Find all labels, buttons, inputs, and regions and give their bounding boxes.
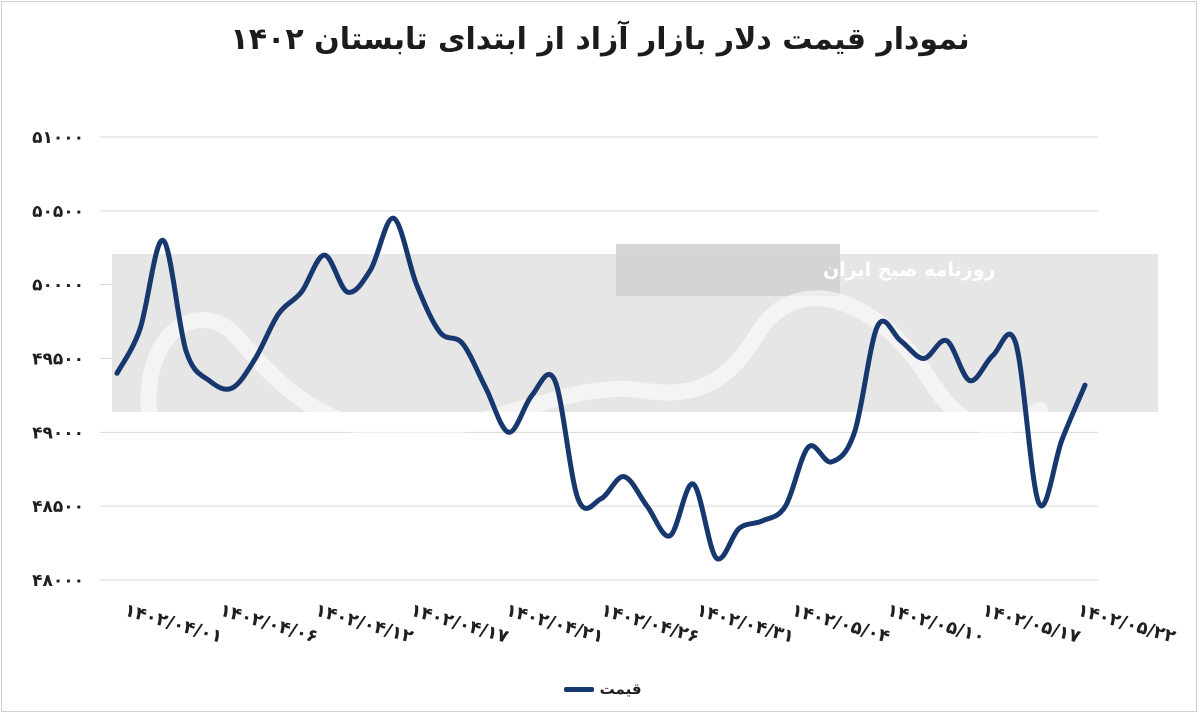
data-point <box>207 378 212 383</box>
watermark-logo <box>140 290 1048 440</box>
data-point <box>115 371 119 376</box>
legend-swatch <box>564 687 595 692</box>
data-point <box>806 445 811 450</box>
data-point <box>1036 501 1041 506</box>
data-point <box>345 290 350 295</box>
data-point <box>414 282 419 287</box>
data-point <box>599 496 603 501</box>
legend-label: قیمت <box>599 680 642 698</box>
data-point <box>437 329 442 334</box>
x-tick-label: ۱۴۰۲/۰۵/۲۲ <box>1075 600 1178 648</box>
x-tick-label: ۱۴۰۲/۰۴/۲۶ <box>599 600 702 648</box>
watermark: روزنامه صبح ایران <box>112 244 1158 440</box>
data-point <box>1059 437 1064 442</box>
data-point <box>668 533 673 538</box>
data-point <box>921 356 926 361</box>
data-point <box>990 353 995 358</box>
y-tick-label: ۴۸۵۰۰ <box>32 497 84 517</box>
data-point <box>276 312 281 317</box>
data-point <box>575 496 580 501</box>
data-point <box>829 459 834 464</box>
data-point <box>230 386 235 391</box>
data-point <box>622 474 627 479</box>
data-point <box>645 504 650 509</box>
data-point <box>691 482 696 487</box>
data-point <box>737 526 742 531</box>
data-point <box>714 555 719 560</box>
chart-title: نمودار قیمت دلار بازار آزاد از ابتدای تا… <box>230 22 970 57</box>
data-point <box>1013 341 1018 346</box>
series-layer <box>114 215 1088 562</box>
data-point <box>944 338 949 343</box>
data-point <box>967 378 972 383</box>
x-tick-label: ۱۴۰۲/۰۴/۲۱ <box>503 600 606 648</box>
y-tick-label: ۴۹۵۰۰ <box>32 350 84 370</box>
data-point <box>875 324 880 329</box>
data-point <box>852 430 857 435</box>
x-tick-label: ۱۴۰۲/۰۵/۱۷ <box>980 600 1083 648</box>
data-point <box>253 356 258 361</box>
data-point <box>391 216 396 221</box>
data-point <box>506 430 511 435</box>
data-point <box>898 338 903 343</box>
y-axis-ticks: ۴۸۰۰۰ ۴۸۵۰۰ ۴۹۰۰۰ ۴۹۵۰۰ ۵۰۰۰۰ ۵۰۵۰۰ ۵۱۰۰۰ <box>32 128 84 591</box>
data-point <box>1083 383 1087 388</box>
data-point <box>529 393 534 398</box>
data-point <box>783 504 788 509</box>
data-point <box>299 290 304 295</box>
data-point <box>483 386 488 391</box>
x-tick-label: ۱۴۰۲/۰۴/۰۱ <box>122 600 225 648</box>
y-tick-label: ۵۱۰۰۰ <box>32 128 84 148</box>
x-tick-label: ۱۴۰۲/۰۴/۳۱ <box>694 600 797 648</box>
data-point <box>138 326 143 331</box>
data-point <box>161 238 166 243</box>
y-tick-label: ۴۹۰۰۰ <box>32 423 84 443</box>
x-tick-label: ۱۴۰۲/۰۵/۰۴ <box>789 600 892 648</box>
data-point <box>552 378 557 383</box>
x-axis-ticks: ۱۴۰۲/۰۴/۰۱۱۴۰۲/۰۴/۰۶۱۴۰۲/۰۴/۱۲۱۴۰۲/۰۴/۱۷… <box>122 600 1178 648</box>
watermark-banner-text: روزنامه صبح ایران <box>823 259 995 281</box>
data-point <box>760 518 765 523</box>
y-tick-label: ۴۸۰۰۰ <box>32 571 84 591</box>
x-tick-label: ۱۴۰۲/۰۴/۰۶ <box>217 600 320 648</box>
data-point <box>460 341 465 346</box>
x-tick-label: ۱۴۰۲/۰۴/۱۷ <box>408 600 511 648</box>
data-point <box>322 253 327 258</box>
data-point <box>184 349 189 354</box>
watermark-banner <box>616 244 840 296</box>
x-tick-label: ۱۴۰۲/۰۴/۱۲ <box>313 600 416 648</box>
y-tick-label: ۵۰۰۰۰ <box>32 276 84 296</box>
x-tick-label: ۱۴۰۲/۰۵/۱۰ <box>884 600 987 648</box>
y-tick-label: ۵۰۵۰۰ <box>32 202 84 222</box>
data-point <box>368 267 373 272</box>
legend: قیمت <box>0 680 1200 698</box>
